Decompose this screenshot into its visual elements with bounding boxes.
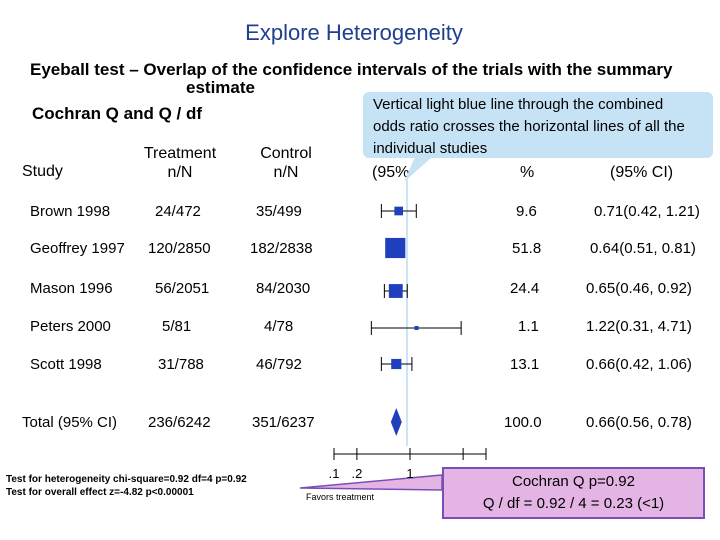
study-name: Scott 1998 bbox=[30, 356, 102, 373]
or-ci-value: 0.64(0.51, 0.81) bbox=[590, 240, 696, 257]
treatment-value: 31/788 bbox=[158, 356, 204, 373]
callout-pointer-blue bbox=[404, 150, 440, 182]
control-value: 35/499 bbox=[256, 203, 302, 220]
or-ci-value: 0.71(0.42, 1.21) bbox=[594, 203, 700, 220]
treatment-value: 236/6242 bbox=[148, 414, 211, 431]
header-treatment: Treatment bbox=[143, 145, 217, 162]
study-point-estimate bbox=[391, 358, 402, 370]
heading-line-3: Cochran Q and Q / df bbox=[32, 104, 203, 123]
or-ci-value: 0.65(0.46, 0.92) bbox=[586, 280, 692, 297]
treatment-value: 56/2051 bbox=[155, 280, 210, 297]
study-name: Total (95% CI) bbox=[22, 414, 118, 431]
study-name: Mason 1996 bbox=[30, 280, 113, 297]
callout-pink-line-1: Cochran Q p=0.92 bbox=[512, 473, 635, 490]
header-weight: % bbox=[520, 164, 535, 181]
callout-pink: Cochran Q p=0.92 Q / df = 0.92 / 4 = 0.2… bbox=[442, 467, 705, 519]
callout-blue-line-1: Vertical light blue line through the com… bbox=[373, 96, 664, 113]
header-study: Study bbox=[22, 163, 63, 180]
treatment-value: 120/2850 bbox=[148, 240, 211, 257]
header-control: Control bbox=[260, 145, 312, 162]
weight-value: 24.4 bbox=[510, 280, 540, 297]
control-value: 84/2030 bbox=[256, 280, 311, 297]
page-title: Explore Heterogeneity bbox=[245, 20, 463, 45]
overall-effect-test: Test for overall effect z=-4.82 p<0.0000… bbox=[6, 487, 194, 498]
study-name: Peters 2000 bbox=[30, 318, 111, 335]
x-tick-label: .1 bbox=[329, 466, 340, 481]
study-point-estimate bbox=[388, 284, 403, 298]
heterogeneity-test: Test for heterogeneity chi-square=0.92 d… bbox=[6, 474, 247, 485]
study-point-estimate bbox=[394, 206, 404, 216]
favors-treatment-label: Favors treatment bbox=[306, 492, 375, 502]
control-value: 4/78 bbox=[264, 318, 294, 335]
header-or-ci: (95% CI) bbox=[610, 164, 674, 181]
summary-diamond bbox=[390, 408, 402, 436]
study-name: Brown 1998 bbox=[30, 203, 111, 220]
weight-value: 51.8 bbox=[512, 240, 542, 257]
control-value: 46/792 bbox=[256, 356, 302, 373]
header-treatment-nn: n/N bbox=[167, 164, 193, 181]
control-value: 351/6237 bbox=[252, 414, 315, 431]
callout-pink-line-2: Q / df = 0.92 / 4 = 0.23 (<1) bbox=[482, 495, 665, 512]
study-name: Geoffrey 1997 bbox=[30, 240, 125, 257]
callout-pointer-pink bbox=[299, 474, 443, 491]
callout-blue: Vertical light blue line through the com… bbox=[363, 92, 713, 158]
weight-value: 100.0 bbox=[504, 414, 542, 431]
weight-value: 13.1 bbox=[510, 356, 540, 373]
x-tick-label: .2 bbox=[351, 466, 362, 481]
or-ci-value: 0.66(0.56, 0.78) bbox=[586, 414, 692, 431]
heading-line-2: estimate bbox=[186, 78, 255, 97]
study-point-estimate bbox=[385, 237, 406, 259]
heading-line-1: Eyeball test – Overlap of the confidence… bbox=[30, 60, 673, 79]
callout-blue-line-2: odds ratio crosses the horizontal lines … bbox=[373, 118, 685, 135]
treatment-value: 24/472 bbox=[155, 203, 201, 220]
or-ci-value: 1.22(0.31, 4.71) bbox=[586, 318, 692, 335]
x-tick-label: 1 bbox=[406, 466, 413, 481]
or-ci-value: 0.66(0.42, 1.06) bbox=[586, 356, 692, 373]
study-point-estimate bbox=[414, 326, 419, 330]
callout-blue-line-3: individual studies bbox=[373, 140, 488, 157]
control-value: 182/2838 bbox=[250, 240, 313, 257]
header-ci-partial: (95% bbox=[372, 164, 410, 181]
treatment-value: 5/81 bbox=[162, 318, 192, 335]
weight-value: 9.6 bbox=[516, 203, 537, 220]
weight-value: 1.1 bbox=[518, 318, 539, 335]
header-control-nn: n/N bbox=[273, 164, 299, 181]
